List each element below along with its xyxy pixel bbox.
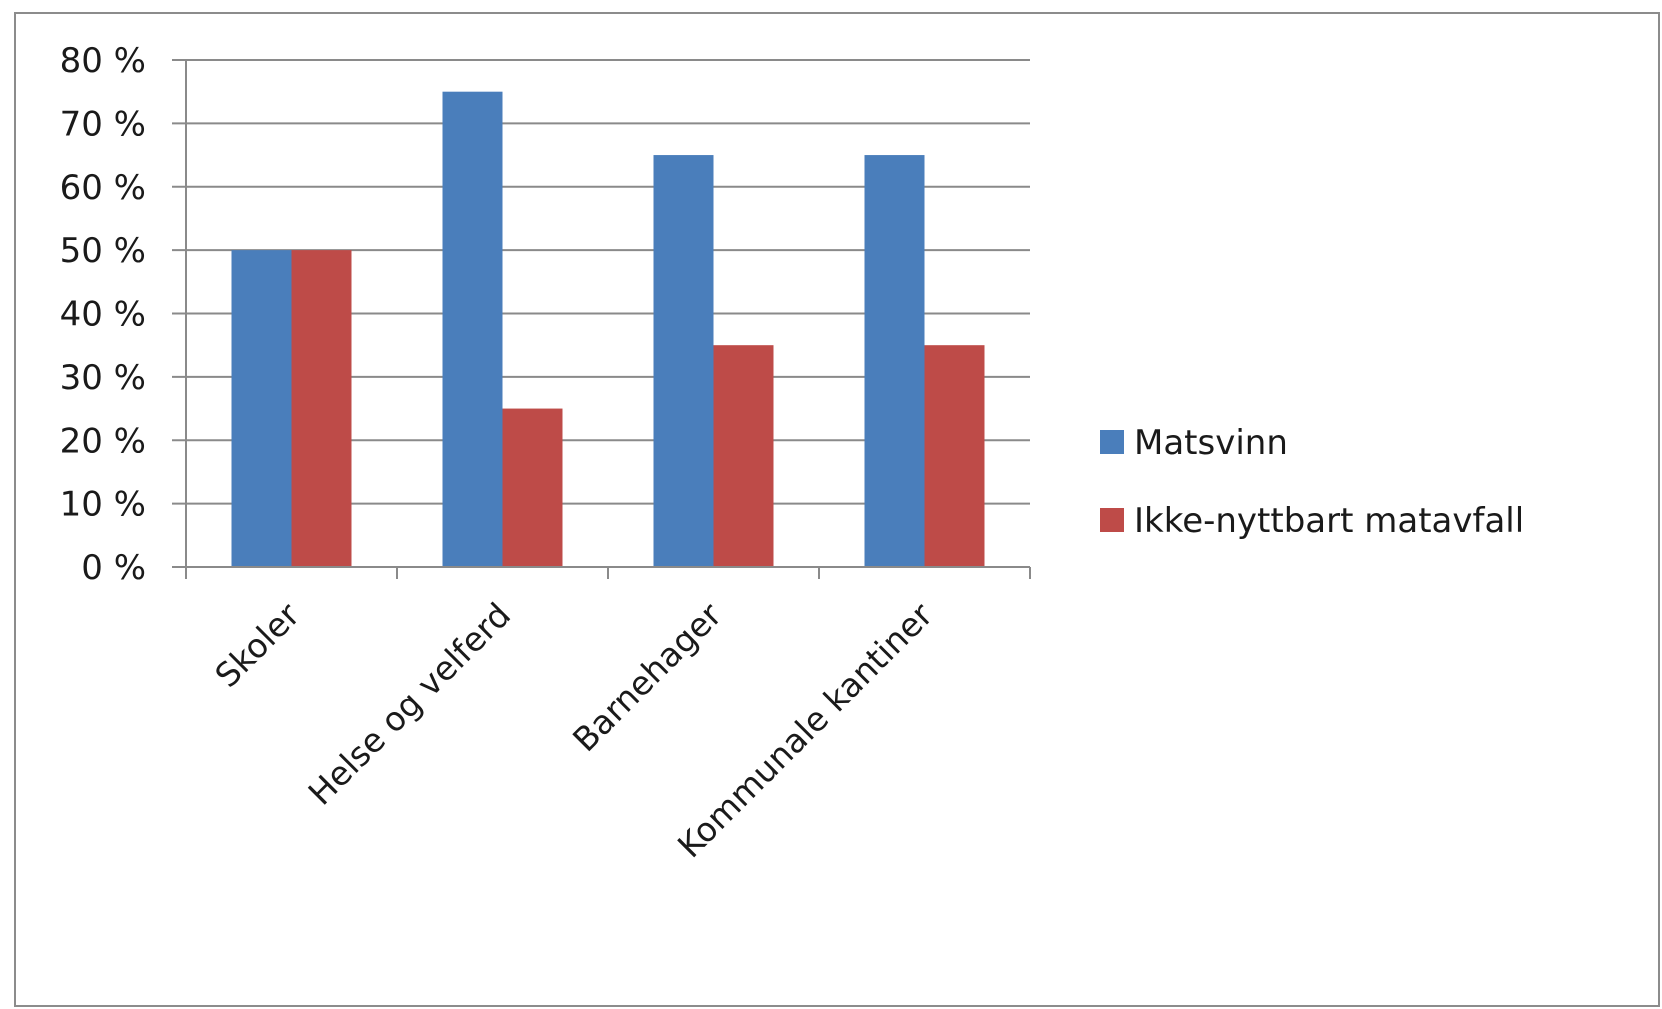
bar-matsvinn-1 [442,91,503,567]
y-tick-label: 70 % [60,104,146,144]
y-tick-label: 50 % [60,231,146,271]
bar-matsvinn-0 [231,250,292,567]
y-tick-label: 0 % [81,548,146,588]
x-category-label: Barnehager [565,595,729,759]
bar-ikke-nyttbart-matavfall-1 [502,408,563,567]
bar-ikke-nyttbart-matavfall-2 [713,345,774,567]
bar-ikke-nyttbart-matavfall-3 [924,345,985,567]
legend-swatch-ikke-nyttbart-matavfall [1100,508,1124,532]
y-tick-label: 80 % [60,41,146,81]
bars [231,91,985,567]
legend-label-matsvinn: Matsvinn [1134,423,1288,463]
legend-label-ikke-nyttbart-matavfall: Ikke-nyttbart matavfall [1134,501,1524,541]
y-axis-ticks: 0 % 10 % 20 % 30 % 40 % 50 % 60 % 70 % 80 % [60,41,146,588]
bar-matsvinn-2 [653,155,714,567]
y-tick-label: 40 % [60,295,146,335]
bar-ikke-nyttbart-matavfall-0 [291,250,352,567]
x-category-label: Skoler [207,595,307,695]
legend: Matsvinn Ikke-nyttbart matavfall [1100,423,1524,541]
y-tick-label: 30 % [60,358,146,398]
y-tick-label: 20 % [60,421,146,461]
bar-matsvinn-3 [864,155,925,567]
axes [172,59,1031,579]
y-tick-label: 10 % [60,485,146,525]
legend-swatch-matsvinn [1100,430,1124,454]
y-tick-label: 60 % [60,168,146,208]
x-category-label: Helse og velferd [301,595,519,813]
